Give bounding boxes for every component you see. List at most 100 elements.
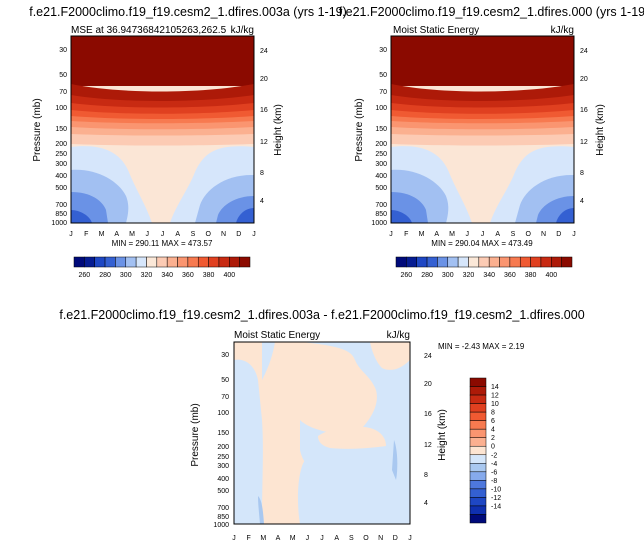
p3-cbar-box-0 (469, 377, 487, 387)
p3-cbar-box-10 (469, 463, 487, 473)
panel-3-unit-label: kJ/kg (387, 330, 410, 341)
p2-y2tick-20: 20 (580, 76, 588, 83)
p3-cbar-box-7 (469, 437, 487, 447)
p1-cbar-box-8 (156, 256, 168, 268)
panel-1-left-label: MSE at 36.94736842105263,262.5 (71, 25, 227, 36)
p3-cbar-label-0: 14 (491, 384, 499, 391)
p2-cbar-label-7: 400 (545, 272, 557, 279)
p1-cbar-label-3: 320 (141, 272, 153, 279)
p1-cbar-box-12 (197, 256, 209, 268)
p2-cbar-label-0: 260 (401, 272, 413, 279)
p3-xtick-3: A (276, 535, 281, 542)
p3-xtick-11: D (393, 535, 398, 542)
p2-cbar-box-1 (406, 256, 417, 268)
p2-cbar-box-8 (478, 256, 490, 268)
p1-ytick-500: 500 (55, 185, 67, 192)
p3-cbar-label-3: 8 (491, 410, 495, 417)
p3-cbar-label-7: 0 (491, 444, 495, 451)
panel-2-stats: MIN = 290.04 MAX = 473.49 (431, 239, 533, 248)
p3-cbar-box-13 (469, 488, 487, 498)
p1-ytick-30: 30 (59, 47, 67, 54)
p2-xtick-10: N (541, 231, 546, 238)
p2-ytick-500: 500 (375, 185, 387, 192)
p2-ytick-300: 300 (375, 161, 387, 168)
p1-ytick-100: 100 (55, 105, 67, 112)
p3-cbar-box-1 (469, 386, 487, 396)
p1-ytick-250: 250 (55, 151, 67, 158)
p1-cbar-box-16 (239, 256, 251, 268)
p3-xtick-4: M (290, 535, 296, 542)
p2-cbar-box-10 (499, 256, 511, 268)
p2-cbar-box-14 (540, 256, 552, 268)
p2-cbar-label-3: 320 (463, 272, 475, 279)
p3-cbar-box-5 (469, 420, 487, 430)
p3-xtick-7: A (334, 535, 339, 542)
p2-cbar-box-4 (437, 256, 449, 268)
p1-ytick-70: 70 (59, 89, 67, 96)
p3-xtick-8: S (349, 535, 354, 542)
panel-1-colorbar: 260 280 300 320 340 360 380 400 (73, 256, 251, 279)
p1-cbar-label-2: 300 (120, 272, 132, 279)
p1-y2tick-4: 4 (260, 198, 264, 205)
p3-cbar-box-11 (469, 471, 487, 481)
p1-cbar-box-13 (208, 256, 220, 268)
p2-xtick-12: J (572, 231, 576, 238)
p3-cbar-label-11: -8 (491, 478, 497, 485)
panel-3-stats: MIN = -2.43 MAX = 2.19 (438, 342, 525, 351)
p2-ytick-850: 850 (375, 211, 387, 218)
p1-xtick-3: A (114, 231, 119, 238)
p2-ytick-200: 200 (375, 141, 387, 148)
p2-y2tick-16: 16 (580, 107, 588, 114)
p1-cbar-box-6 (135, 256, 147, 268)
p1-cbar-label-7: 400 (223, 272, 235, 279)
p2-ytick-150: 150 (375, 126, 387, 133)
panel-1-y-ticks: 30 50 70 100 150 200 250 300 400 500 700… (51, 47, 67, 227)
p1-cbar-box-3 (104, 256, 116, 268)
p3-cbar-box-12 (469, 480, 487, 490)
p2-xtick-3: A (434, 231, 439, 238)
p2-cbar-box-0 (395, 256, 407, 268)
p3-cbar-label-4: 6 (491, 418, 495, 425)
panel-3-ylabel: Pressure (mb) (190, 403, 201, 466)
panel-2: f.e21.F2000climo.f19_f19.cesm2_1.dfires.… (339, 5, 644, 279)
p2-y2tick-8: 8 (580, 170, 584, 177)
p2-ytick-700: 700 (375, 202, 387, 209)
p3-cbar-box-9 (469, 454, 487, 464)
p3-ytick-250: 250 (217, 454, 229, 461)
p2-xtick-9: O (526, 231, 532, 238)
p3-xtick-1: F (247, 535, 251, 542)
panel-3: f.e21.F2000climo.f19_f19.cesm2_1.dfires.… (59, 308, 584, 542)
p3-ytick-50: 50 (221, 377, 229, 384)
p2-ytick-100: 100 (375, 105, 387, 112)
p3-ytick-100: 100 (217, 410, 229, 417)
p2-y2tick-4: 4 (580, 198, 584, 205)
panel-2-left-label: Moist Static Energy (393, 25, 479, 36)
p2-cbar-label-1: 280 (421, 272, 433, 279)
panel-2-y2-ticks: 24 20 16 12 8 4 (580, 48, 588, 205)
p3-ytick-30: 30 (221, 352, 229, 359)
p1-ytick-300: 300 (55, 161, 67, 168)
p1-xtick-2: M (99, 231, 105, 238)
p2-cbar-box-16 (561, 256, 573, 268)
p3-cbar-box-14 (469, 497, 487, 507)
panel-1-field (71, 36, 254, 223)
panel-1-y2-ticks: 24 20 16 12 8 4 (260, 48, 268, 205)
p3-xtick-2: M (260, 535, 266, 542)
p1-xtick-6: J (161, 231, 165, 238)
p1-xtick-10: N (221, 231, 226, 238)
panel-2-colorbar: 260 280 300 320 340 360 380 400 (395, 256, 573, 279)
p3-ytick-1000: 1000 (213, 522, 229, 529)
p3-cbar-label-13: -12 (491, 495, 501, 502)
panel-3-field (234, 342, 410, 524)
p1-cbar-label-5: 360 (182, 272, 194, 279)
p3-cbar-label-1: 12 (491, 393, 499, 400)
panel-1-title: f.e21.F2000climo.f19_f19.cesm2_1.dfires.… (29, 5, 347, 19)
p2-xtick-4: M (449, 231, 455, 238)
p2-ytick-50: 50 (379, 72, 387, 79)
p1-xtick-1: F (84, 231, 88, 238)
p2-xtick-6: J (481, 231, 485, 238)
p3-ytick-700: 700 (217, 505, 229, 512)
